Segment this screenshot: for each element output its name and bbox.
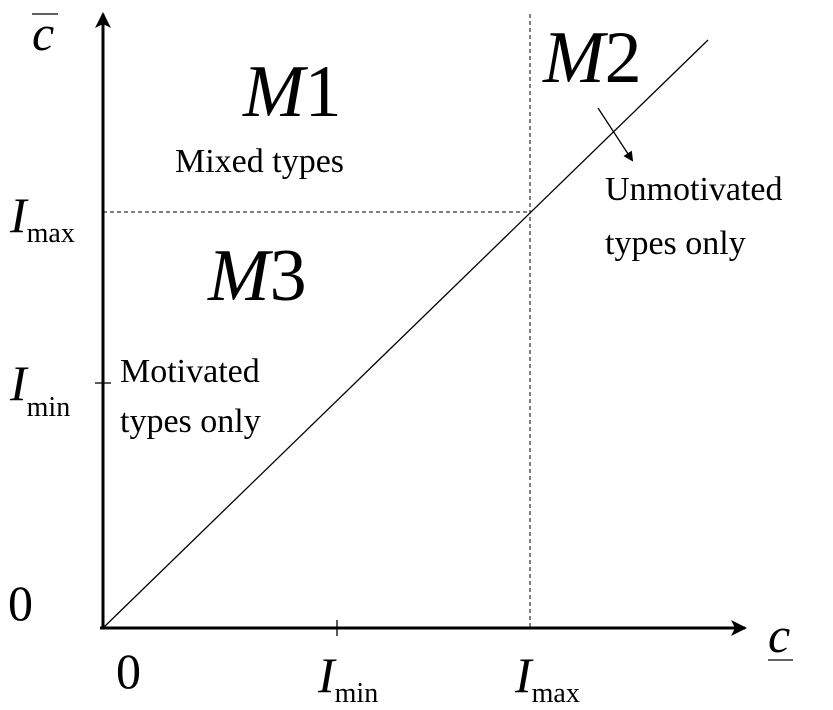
- x-tick-label: Imax: [514, 647, 580, 709]
- region-text: types only: [120, 403, 261, 440]
- x-axis-label: c: [768, 607, 790, 663]
- region-label: M3: [207, 235, 307, 317]
- region-text: Motivated: [120, 353, 260, 390]
- region-text: Mixed types: [175, 143, 344, 180]
- x-tick-label: Imin: [317, 647, 378, 709]
- pointer-arrow: [597, 107, 634, 162]
- region-label: M2: [542, 17, 642, 99]
- y-tick-label: 0: [8, 575, 33, 631]
- region-text: types only: [605, 225, 746, 262]
- y-tick-label: Imin: [9, 355, 70, 423]
- x-tick-label: 0: [116, 643, 141, 699]
- region-text: Unmotivated: [605, 171, 783, 208]
- y-tick-label: Imax: [9, 187, 75, 249]
- region-label: M1: [242, 51, 342, 133]
- y-axis-label: c: [32, 5, 54, 61]
- diagonal: [102, 39, 709, 629]
